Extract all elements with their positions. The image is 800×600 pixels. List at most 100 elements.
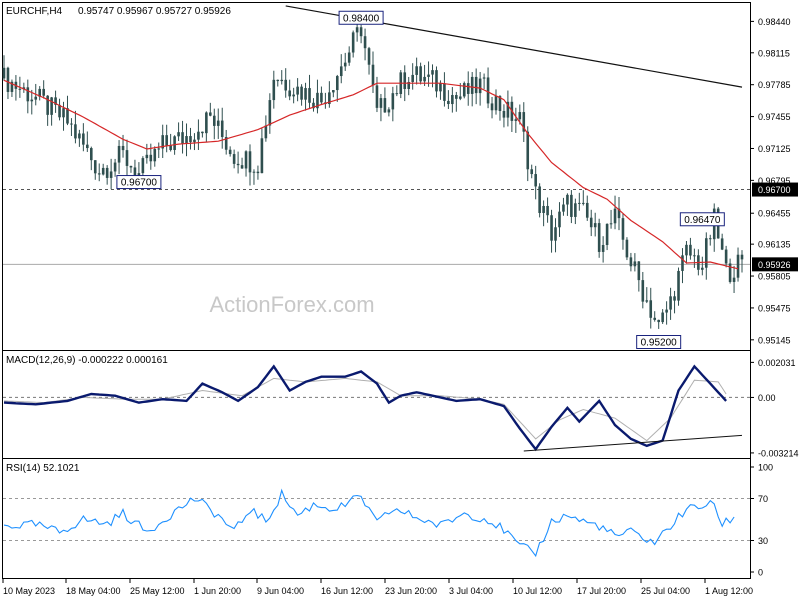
macd-tick-label: 0.00 bbox=[758, 393, 776, 403]
candle-body bbox=[236, 163, 240, 166]
candle-body bbox=[391, 93, 395, 110]
candle-body bbox=[693, 255, 696, 257]
candle-body bbox=[101, 167, 105, 175]
price-annotation-box bbox=[679, 212, 725, 227]
candle-body bbox=[86, 144, 89, 149]
candle-body bbox=[375, 85, 379, 108]
time-tick-label: 10 Jul 12:00 bbox=[513, 586, 562, 596]
candle-body bbox=[740, 254, 744, 260]
candle-body bbox=[332, 90, 335, 93]
price-level-tag-label: 0.96700 bbox=[758, 185, 791, 195]
watermark: ActionForex.com bbox=[209, 292, 374, 317]
price-ref-lines bbox=[3, 189, 750, 265]
candle-body bbox=[121, 145, 125, 151]
candle-body bbox=[395, 93, 399, 95]
price-level-tag-label: 0.95926 bbox=[758, 260, 791, 270]
candle-body bbox=[629, 257, 633, 267]
macd-trendline bbox=[523, 434, 743, 452]
candle-body bbox=[427, 74, 430, 77]
candle-body bbox=[93, 160, 97, 174]
candle-body bbox=[407, 81, 411, 89]
candle-body bbox=[232, 154, 236, 164]
candle-body bbox=[74, 124, 77, 139]
candle-body bbox=[97, 173, 101, 175]
candle-body bbox=[403, 72, 407, 89]
time-tick-label: 1 Aug 12:00 bbox=[705, 586, 753, 596]
candle-body bbox=[447, 100, 450, 105]
candle-body bbox=[637, 261, 641, 281]
candle-body bbox=[732, 277, 736, 282]
candle-body bbox=[300, 86, 303, 100]
rsi-tick-label: 100 bbox=[758, 463, 773, 473]
candle-body bbox=[502, 110, 506, 118]
candle-body bbox=[379, 98, 383, 108]
rsi-ref-lines bbox=[3, 498, 750, 541]
candle-body bbox=[720, 238, 724, 250]
candle-body bbox=[538, 186, 541, 213]
candle-body bbox=[173, 136, 176, 150]
candle-body bbox=[276, 79, 280, 82]
candle-body bbox=[570, 194, 573, 217]
price-tick-label: 0.96135 bbox=[758, 240, 791, 250]
candle-body bbox=[197, 131, 200, 140]
candle-body bbox=[149, 154, 153, 162]
rsi-tick-label: 30 bbox=[758, 536, 768, 546]
candle-body bbox=[224, 137, 228, 150]
price-tick-label: 0.98115 bbox=[758, 48, 790, 58]
candle-body bbox=[443, 83, 446, 101]
candle-body bbox=[617, 208, 621, 219]
price-tick-label: 0.97785 bbox=[758, 80, 791, 90]
candle-body bbox=[574, 203, 577, 217]
candle-body bbox=[288, 90, 291, 97]
time-tick-label: 3 Jul 04:00 bbox=[449, 586, 493, 596]
candle-body bbox=[562, 204, 565, 212]
candle-body bbox=[125, 150, 129, 166]
candle-body bbox=[526, 131, 530, 170]
candle-body bbox=[649, 300, 653, 318]
candle-body bbox=[248, 151, 252, 173]
candle-body bbox=[657, 319, 660, 323]
candle-body bbox=[494, 96, 498, 111]
candle-body bbox=[212, 115, 216, 126]
time-tick-label: 16 Jun 12:00 bbox=[321, 586, 373, 596]
candle-body bbox=[292, 94, 295, 97]
candle-body bbox=[466, 83, 470, 94]
time-axis: 10 May 2023 18 May 04:00 25 May 12:00 1 Jun… bbox=[2, 579, 753, 596]
candle-body bbox=[78, 133, 81, 139]
candle-body bbox=[367, 48, 371, 65]
candle-body bbox=[320, 92, 323, 103]
candle-body bbox=[550, 215, 553, 241]
candle-body bbox=[724, 249, 728, 264]
candle-body bbox=[6, 67, 10, 92]
candle-body bbox=[415, 66, 418, 75]
candle-body bbox=[240, 165, 244, 169]
candle-body bbox=[625, 239, 629, 258]
candle-body bbox=[704, 238, 708, 268]
candle-body bbox=[201, 131, 204, 134]
candle-body bbox=[177, 132, 180, 137]
candle-body bbox=[578, 202, 581, 204]
candle-body bbox=[228, 149, 232, 155]
candle-body bbox=[621, 218, 625, 240]
rsi-tick-label: 0 bbox=[758, 568, 763, 578]
candle-body bbox=[451, 95, 454, 105]
candle-body bbox=[54, 97, 57, 105]
candle-body bbox=[157, 148, 161, 150]
price-tick-label: 0.97125 bbox=[758, 144, 791, 154]
candle-body bbox=[141, 158, 145, 174]
candle-body bbox=[653, 317, 657, 320]
candle-body bbox=[268, 100, 272, 126]
candle-body bbox=[351, 32, 355, 53]
candle-body bbox=[343, 62, 347, 67]
candle-body bbox=[498, 96, 502, 111]
rsi-line bbox=[3, 488, 735, 558]
candle-body bbox=[701, 267, 704, 270]
candle-body bbox=[304, 88, 307, 100]
candle-body bbox=[82, 133, 85, 145]
price-level-tag bbox=[752, 257, 798, 272]
candle-body bbox=[296, 86, 299, 95]
candle-body bbox=[335, 76, 339, 91]
candle-body bbox=[216, 120, 220, 126]
candle-body bbox=[589, 217, 593, 228]
candle-body bbox=[613, 208, 617, 224]
